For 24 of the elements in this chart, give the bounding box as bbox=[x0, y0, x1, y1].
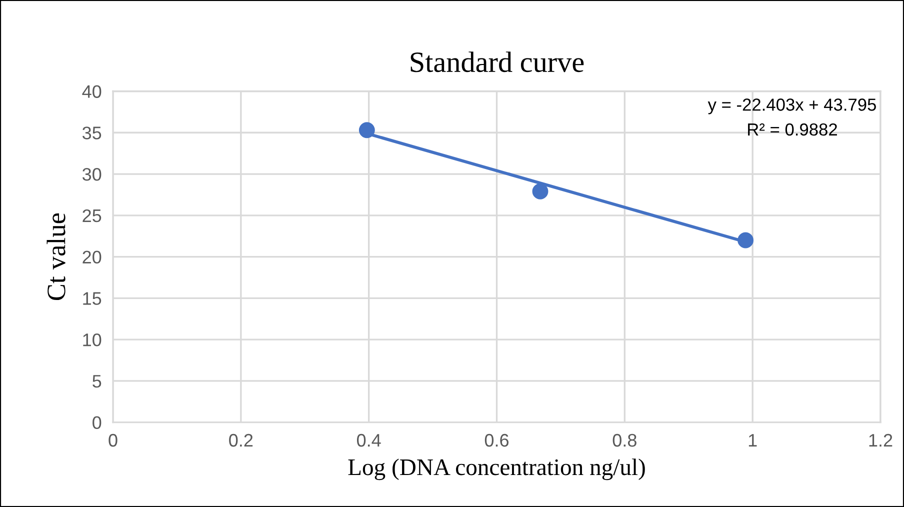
x-tick-label: 0.6 bbox=[484, 434, 509, 447]
x-tick-label: 0.4 bbox=[356, 434, 381, 447]
x-tick-label: 0.8 bbox=[612, 434, 636, 447]
x-axis-title: Log (DNA concentration ng/ul) bbox=[348, 458, 645, 480]
y-tick-label: 40 bbox=[82, 85, 102, 98]
y-axis-title: Ct value bbox=[46, 213, 66, 300]
y-tick-label: 35 bbox=[82, 126, 102, 140]
annotation: R² = 0.9882 bbox=[748, 123, 837, 136]
chart-title: Standard curve bbox=[410, 52, 584, 72]
y-tick-label: 5 bbox=[92, 375, 102, 388]
y-tick-label: 10 bbox=[83, 334, 102, 346]
y-tick-label: 15 bbox=[83, 292, 102, 305]
y-tick-label: 30 bbox=[82, 168, 102, 181]
annotation: y = -22.403x + 43.795 bbox=[708, 98, 876, 114]
x-tick-label: 0 bbox=[108, 434, 118, 447]
point bbox=[738, 232, 754, 248]
x-tick-label: 1 bbox=[748, 434, 757, 447]
point bbox=[358, 122, 375, 138]
y-tick-label: 20 bbox=[82, 250, 102, 264]
x-tick-label: 1.2 bbox=[869, 434, 892, 447]
y-tick-label: 0 bbox=[92, 416, 102, 430]
point bbox=[532, 183, 548, 200]
x-tick-label: 0.2 bbox=[229, 434, 253, 447]
y-tick-label: 25 bbox=[82, 209, 102, 222]
